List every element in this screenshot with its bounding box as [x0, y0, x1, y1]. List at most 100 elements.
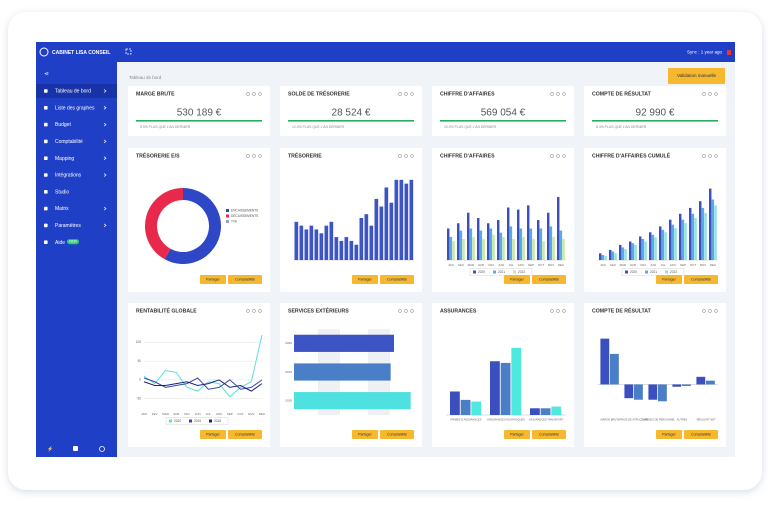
- card-icon[interactable]: [258, 92, 262, 96]
- action-button-label[interactable]: Partager: [358, 278, 373, 282]
- menu-item[interactable]: Comptabilité: [55, 139, 83, 145]
- menu-item[interactable]: Intégrations: [55, 173, 82, 179]
- action-button-label[interactable]: Comptabilité: [387, 278, 407, 282]
- action-button-label[interactable]: Partager: [358, 433, 373, 437]
- action-button-label[interactable]: Partager: [662, 433, 677, 437]
- card-icon[interactable]: [708, 309, 712, 313]
- menu-item[interactable]: Mapping: [55, 156, 74, 162]
- action-button-label[interactable]: Comptabilité: [691, 433, 711, 437]
- card-icon[interactable]: [708, 92, 712, 96]
- card-icon[interactable]: [702, 309, 706, 313]
- menu-icon[interactable]: [44, 223, 48, 228]
- menu-item[interactable]: Studio: [55, 189, 69, 195]
- action-button[interactable]: [656, 275, 682, 284]
- card-icon[interactable]: [410, 154, 414, 158]
- card-icon[interactable]: [410, 92, 414, 96]
- share-icon[interactable]: ⋖: [44, 72, 49, 78]
- card-icon[interactable]: [252, 154, 256, 158]
- action-button[interactable]: [656, 430, 682, 439]
- card-icon[interactable]: [550, 92, 554, 96]
- action-button[interactable]: [200, 430, 226, 439]
- card-icon[interactable]: [246, 92, 250, 96]
- action-button[interactable]: [504, 430, 530, 439]
- action-button[interactable]: [380, 430, 414, 439]
- card-icon[interactable]: [252, 92, 256, 96]
- action-button[interactable]: [504, 275, 530, 284]
- action-button-label[interactable]: Comptabilité: [387, 433, 407, 437]
- menu-item[interactable]: Paramètres: [55, 223, 81, 229]
- menu-icon[interactable]: [44, 190, 48, 194]
- card-icon[interactable]: [410, 309, 414, 313]
- card-icon[interactable]: [258, 309, 262, 313]
- action-button[interactable]: [532, 275, 566, 284]
- card-icon[interactable]: [702, 154, 706, 158]
- action-button-label[interactable]: Comptabilité: [235, 278, 255, 282]
- menu-icon[interactable]: [44, 240, 48, 244]
- card-icon[interactable]: [246, 154, 250, 158]
- menu-item[interactable]: Tableau de bord: [55, 89, 91, 95]
- action-button[interactable]: [228, 275, 262, 284]
- card-icon[interactable]: [556, 154, 560, 158]
- footer-icon[interactable]: [99, 446, 105, 452]
- menu-icon[interactable]: [44, 156, 48, 160]
- action-button-label[interactable]: Partager: [206, 433, 221, 437]
- bar: [701, 207, 705, 260]
- menu-item[interactable]: Aide: [55, 240, 65, 246]
- card-icon[interactable]: [252, 309, 256, 313]
- action-button[interactable]: [684, 275, 718, 284]
- menu-icon[interactable]: [44, 106, 48, 110]
- card-icon[interactable]: [556, 92, 560, 96]
- card-icon[interactable]: [404, 154, 408, 158]
- action-button-label[interactable]: Partager: [510, 278, 525, 282]
- menu-icon[interactable]: [44, 139, 48, 144]
- card-icon[interactable]: [562, 154, 566, 158]
- action-button[interactable]: [352, 430, 378, 439]
- fullscreen-icon[interactable]: [125, 48, 132, 55]
- card-icon[interactable]: [398, 309, 402, 313]
- action-button[interactable]: [532, 430, 566, 439]
- action-button-label[interactable]: Comptabilité: [539, 433, 559, 437]
- bar: [522, 236, 525, 260]
- card-icon[interactable]: [258, 154, 262, 158]
- menu-item[interactable]: Matrix: [55, 206, 69, 212]
- menu-icon[interactable]: [44, 122, 48, 127]
- x-tick-label: FEV: [610, 263, 616, 267]
- card-icon[interactable]: [404, 309, 408, 313]
- card-icon[interactable]: [714, 309, 718, 313]
- validation-button[interactable]: [668, 68, 725, 84]
- action-button[interactable]: [228, 430, 262, 439]
- action-button-label[interactable]: Comptabilité: [691, 278, 711, 282]
- action-button-label[interactable]: Partager: [662, 278, 677, 282]
- card-icon[interactable]: [708, 154, 712, 158]
- card-icon[interactable]: [246, 309, 250, 313]
- action-button[interactable]: [684, 430, 718, 439]
- footer-icon[interactable]: [73, 446, 78, 451]
- card-icon[interactable]: [714, 154, 718, 158]
- card-icon[interactable]: [404, 92, 408, 96]
- action-button-label[interactable]: Partager: [510, 433, 525, 437]
- action-button[interactable]: [380, 275, 414, 284]
- card-icon[interactable]: [556, 309, 560, 313]
- card-icon[interactable]: [562, 309, 566, 313]
- validation-button-label[interactable]: Validation manuelle: [677, 73, 716, 78]
- action-button-label[interactable]: Comptabilité: [539, 278, 559, 282]
- footer-icon[interactable]: ⚡: [47, 445, 53, 452]
- card-icon[interactable]: [550, 154, 554, 158]
- card-icon[interactable]: [398, 92, 402, 96]
- menu-item[interactable]: Liste des graphes: [55, 105, 95, 111]
- card-icon[interactable]: [562, 92, 566, 96]
- menu-icon[interactable]: [44, 89, 48, 93]
- card-icon[interactable]: [714, 92, 718, 96]
- card-icon[interactable]: [550, 309, 554, 313]
- menu-icon[interactable]: [44, 206, 48, 211]
- flag[interactable]: [727, 50, 731, 55]
- card-icon[interactable]: [702, 92, 706, 96]
- action-button[interactable]: [352, 275, 378, 284]
- menu-item[interactable]: Budget: [55, 122, 71, 128]
- action-button-label[interactable]: Partager: [206, 278, 221, 282]
- action-button-label[interactable]: Comptabilité: [235, 433, 255, 437]
- action-button[interactable]: [200, 275, 226, 284]
- menu-icon[interactable]: [44, 173, 48, 177]
- card-icon[interactable]: [398, 154, 402, 158]
- breadcrumb[interactable]: Tableau de bord: [129, 75, 162, 80]
